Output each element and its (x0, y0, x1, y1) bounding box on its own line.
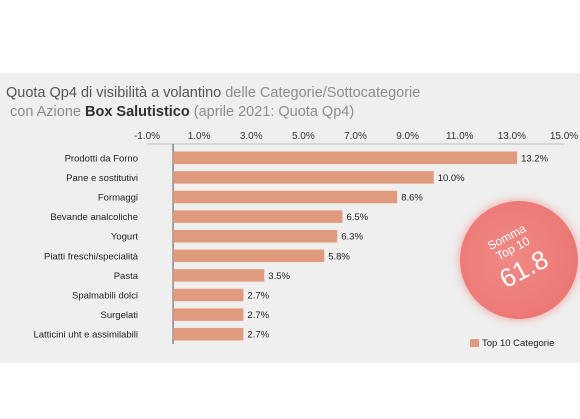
category-label: Piatti freschi/specialità (44, 251, 139, 262)
bar (173, 249, 325, 263)
category-label: Spalmabili dolci (72, 291, 138, 302)
chart-title-line-1: Quota Qp4 di visibilità a volantino dell… (6, 85, 420, 101)
x-tick-label: 5.0% (292, 131, 315, 142)
x-tick-label: 11.0% (446, 131, 474, 142)
category-label: Formaggi (98, 193, 138, 204)
bar (173, 229, 338, 243)
category-label: Prodotti da Forno (65, 153, 138, 164)
bar (173, 190, 398, 204)
bar-chart: -1.0% 1.0% 3.0% 5.0% 7.0% 9.0% 11.0% 13.0% 15.0%… (33, 131, 578, 344)
title-prefix: con Azione (10, 104, 85, 120)
bar (173, 269, 265, 282)
category-label: Surgelati (101, 310, 139, 321)
value-label: 8.6% (401, 193, 423, 204)
category-label: Bevande analcoliche (50, 212, 138, 223)
x-tick-label: 13.0% (498, 131, 526, 142)
legend: Top 10 Categorie (470, 338, 554, 349)
x-tick-label: 7.0% (344, 131, 367, 142)
x-tick-label: 15.0% (550, 131, 578, 142)
chart-title-line-2: con Azione Box Salutistico (aprile 2021:… (10, 104, 354, 120)
value-label: 3.5% (268, 271, 290, 282)
bar (173, 308, 244, 321)
value-label: 2.7% (247, 330, 269, 341)
x-tick-label: 9.0% (396, 131, 419, 142)
value-label: 5.8% (328, 251, 350, 262)
bar (173, 327, 244, 341)
x-tick-label: -1.0% (134, 131, 160, 142)
title-emphasis: Box Salutistico (84, 104, 190, 120)
value-label: 13.2% (521, 153, 548, 164)
bar (173, 210, 343, 223)
value-label: 2.7% (247, 310, 269, 321)
value-label: 10.0% (438, 173, 465, 184)
category-label: Latticini uht e assimilabili (33, 330, 138, 341)
legend-swatch (470, 339, 479, 347)
legend-label: Top 10 Categorie (482, 338, 555, 349)
category-label: Pane e sostitutivi (66, 173, 138, 184)
value-label: 2.7% (247, 291, 269, 302)
chart-card: Quota Qp4 di visibilità a volantino dell… (0, 73, 580, 363)
value-label: 6.3% (341, 232, 363, 243)
bar (173, 151, 518, 165)
category-label: Yogurt (111, 232, 138, 243)
title-main: Quota Qp4 di visibilità a volantino (6, 85, 222, 101)
value-label: 6.5% (346, 212, 368, 223)
bar (173, 171, 434, 184)
category-label: Pasta (114, 271, 139, 282)
x-tick-label: 3.0% (240, 131, 263, 142)
x-tick-label: 1.0% (188, 131, 211, 142)
bar (173, 288, 244, 302)
title-rest: delle Categorie/Sottocategorie (221, 85, 421, 101)
title-suffix: (aprile 2021: Quota Qp4) (189, 104, 355, 120)
